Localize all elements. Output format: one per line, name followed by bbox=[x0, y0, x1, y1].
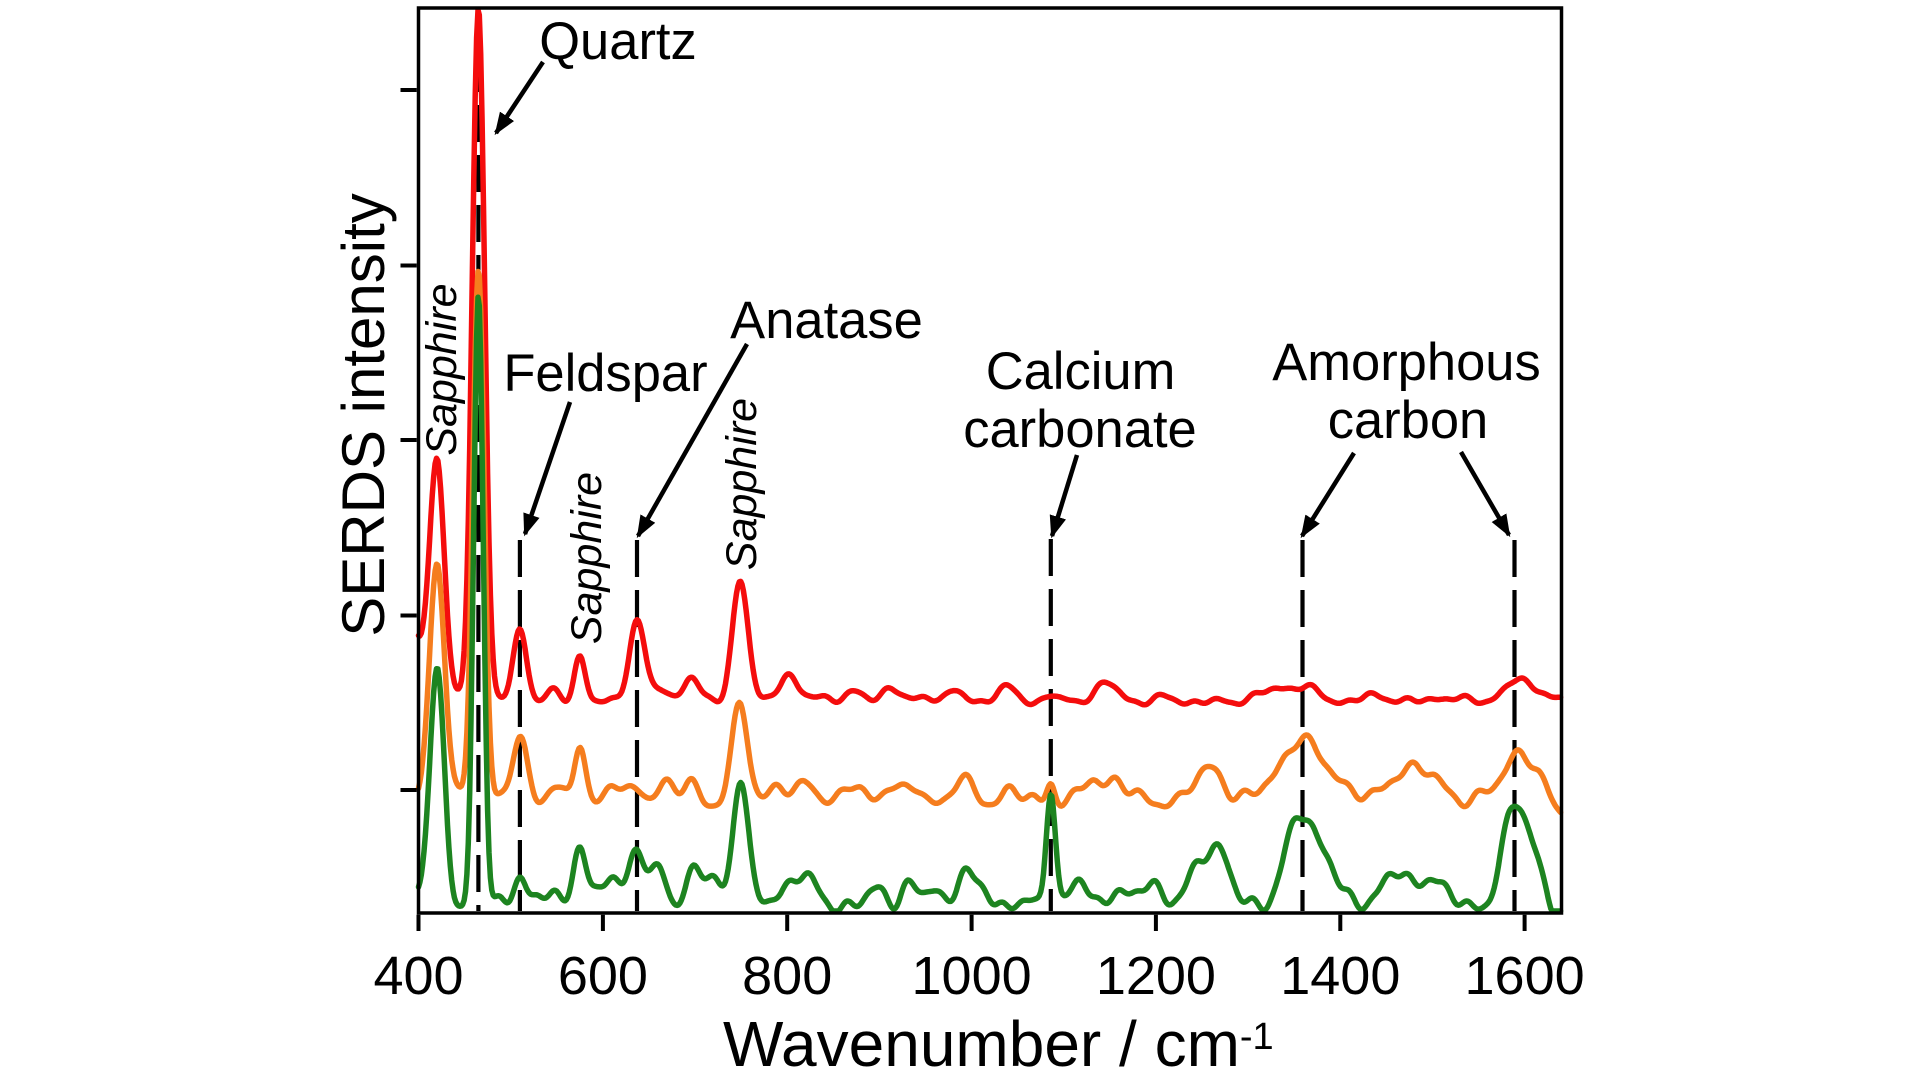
svg-text:Amorphous: Amorphous bbox=[1272, 333, 1540, 392]
svg-text:Wavenumber / cm-1: Wavenumber / cm-1 bbox=[723, 1008, 1274, 1080]
svg-text:carbonate: carbonate bbox=[963, 400, 1197, 459]
svg-text:1600: 1600 bbox=[1465, 946, 1585, 1006]
svg-text:Sapphire: Sapphire bbox=[563, 472, 611, 644]
svg-text:Calcium: Calcium bbox=[986, 342, 1176, 401]
svg-text:600: 600 bbox=[558, 946, 648, 1006]
svg-text:Sapphire: Sapphire bbox=[418, 283, 466, 455]
svg-text:Sapphire: Sapphire bbox=[718, 398, 766, 570]
svg-text:400: 400 bbox=[373, 946, 463, 1006]
svg-text:SERDS intensity: SERDS intensity bbox=[330, 193, 397, 637]
svg-text:1400: 1400 bbox=[1280, 946, 1400, 1006]
svg-text:Anatase: Anatase bbox=[730, 291, 923, 350]
svg-text:1000: 1000 bbox=[912, 946, 1032, 1006]
svg-text:carbon: carbon bbox=[1328, 391, 1489, 450]
svg-text:1200: 1200 bbox=[1096, 946, 1216, 1006]
svg-text:800: 800 bbox=[742, 946, 832, 1006]
svg-text:Quartz: Quartz bbox=[539, 12, 697, 71]
svg-text:Feldspar: Feldspar bbox=[503, 344, 707, 403]
